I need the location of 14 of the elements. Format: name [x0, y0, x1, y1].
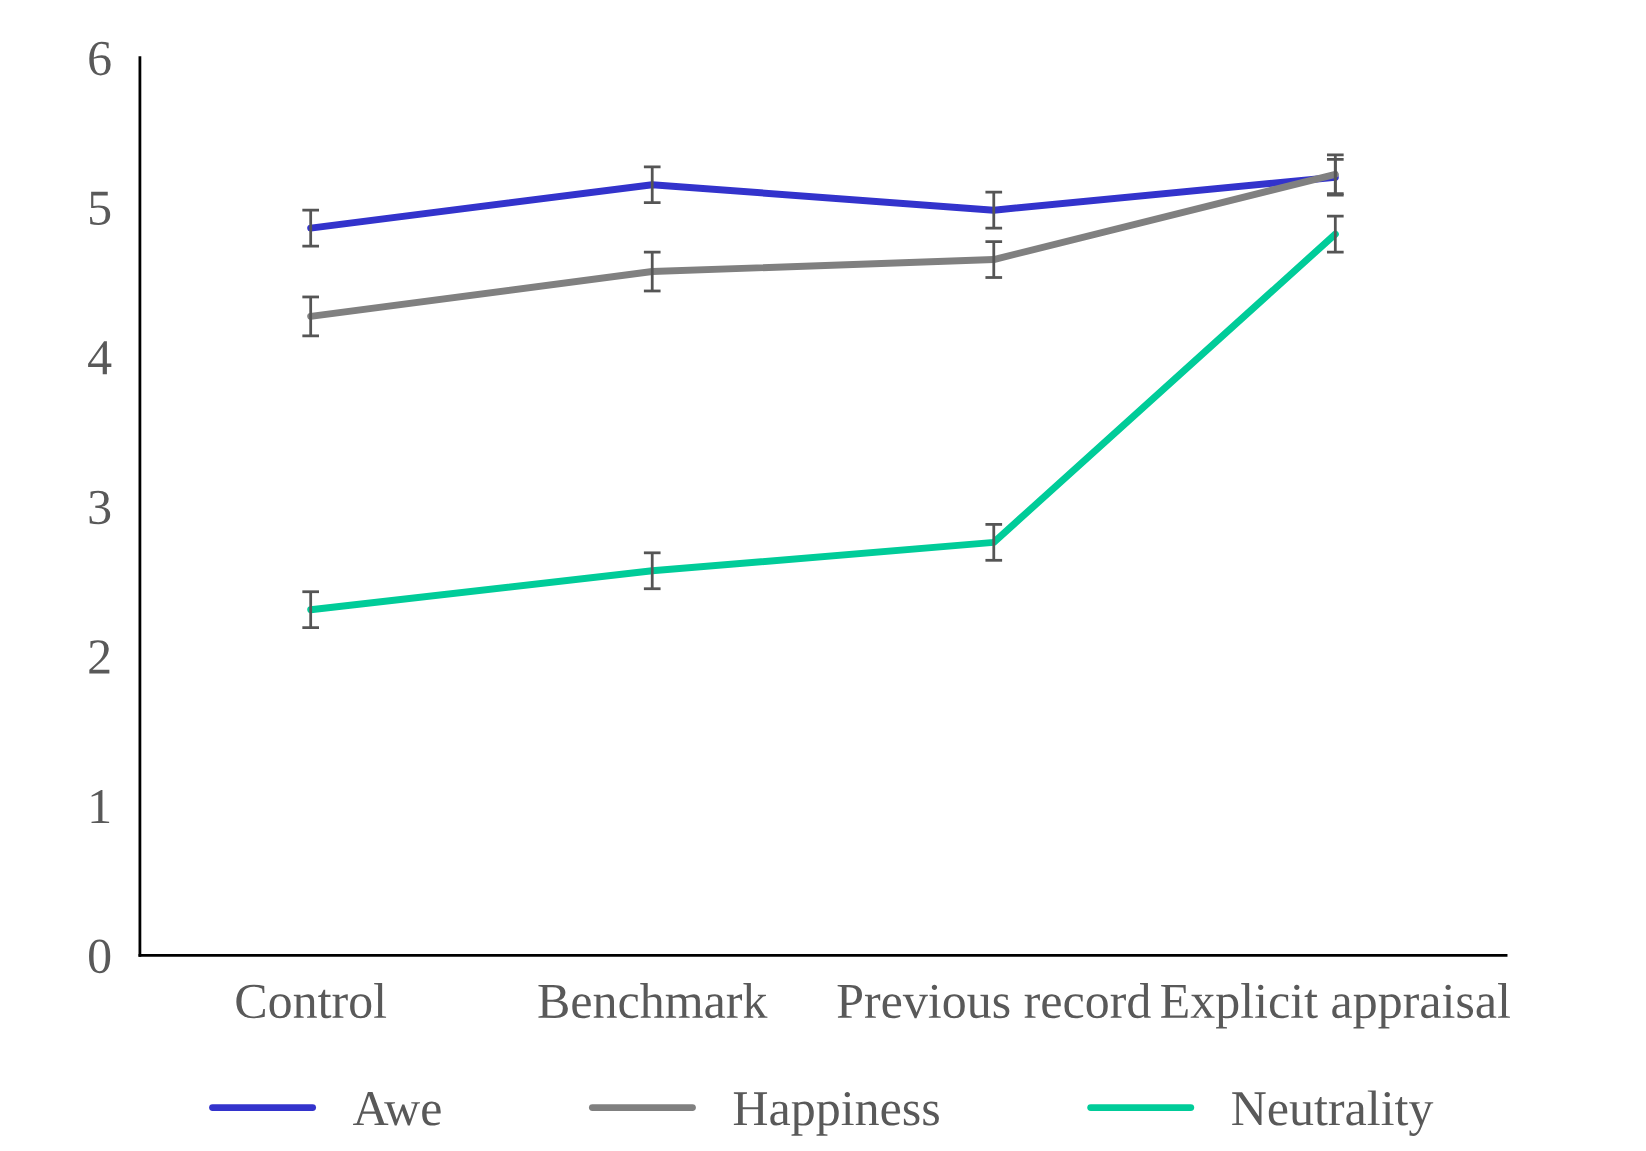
x-tick-label: Benchmark	[538, 983, 768, 1019]
y-tick-label: 1	[91, 790, 110, 824]
y-tick-label: 2	[89, 640, 110, 674]
y-tick-label: 3	[89, 490, 111, 525]
legend-label: Neutrality	[1232, 1090, 1434, 1136]
x-tick-label: Previous record	[837, 983, 1151, 1019]
legend-label: Awe	[353, 1092, 441, 1126]
x-tick-label: Control	[236, 983, 387, 1019]
legend-label: Happiness	[733, 1092, 939, 1136]
y-tick-label: 0	[89, 939, 111, 974]
y-tick-label: 5	[90, 191, 111, 226]
x-tick-label: Explicit appraisal	[1161, 983, 1510, 1029]
y-tick-label: 6	[89, 41, 111, 76]
y-tick-label: 4	[88, 341, 112, 375]
